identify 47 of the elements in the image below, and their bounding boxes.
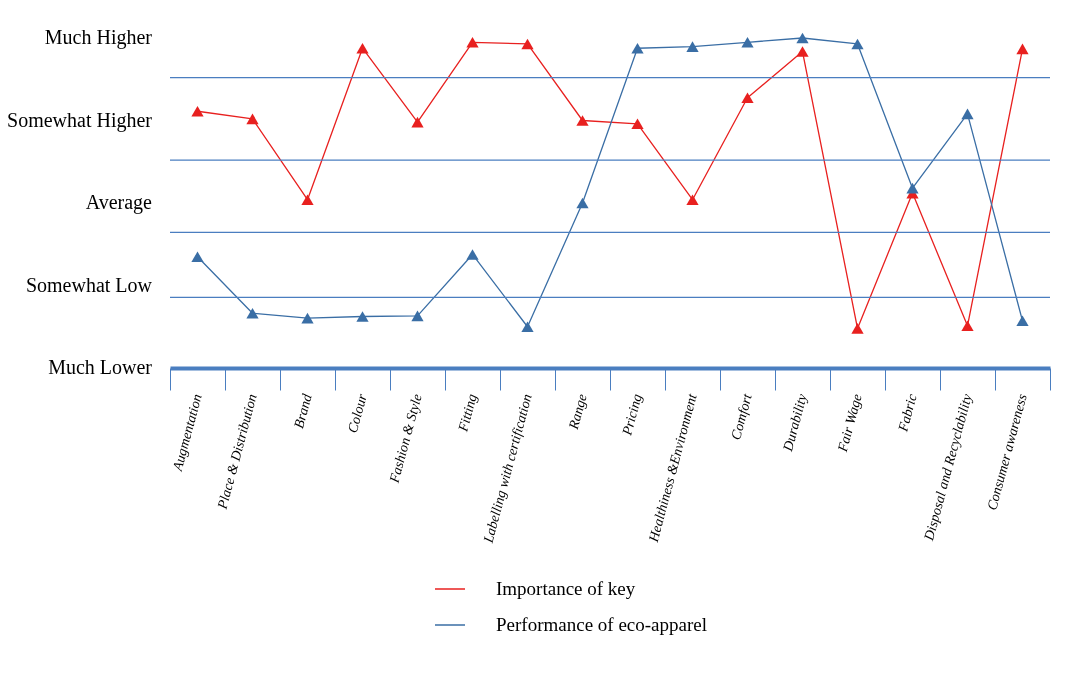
point [521,321,534,333]
point [906,182,919,194]
text: Somewhat Low [25,273,153,296]
point [686,194,699,205]
text: Much Higher [44,26,153,49]
x-tick-label: Range [565,392,590,432]
legend-label: Importance of key [496,578,636,599]
text: Somewhat Higher [7,108,153,132]
point [631,42,644,54]
point [356,311,369,322]
point [521,38,534,50]
point [741,36,754,48]
x-tick-label: Consumer awareness [984,391,1030,512]
point [411,116,424,128]
x-tick-label: Brand [291,391,316,431]
x-tick-label: Comfort [728,391,756,442]
text: Much Lower [48,356,153,378]
point [246,307,259,319]
x-tick-label: Fair Wage [834,392,865,455]
point [356,42,369,54]
point [961,320,974,332]
point [576,115,589,126]
point [1016,43,1029,55]
point [466,36,479,48]
point [191,251,204,263]
x-tick-label: Fashion & Style [386,392,425,486]
point [1016,315,1029,327]
point [631,118,644,130]
point [246,113,259,125]
point [191,105,204,117]
x-tick-label: Colour [345,391,370,435]
point [796,46,809,57]
point [576,197,589,209]
point [741,92,754,104]
point [796,32,809,44]
point [411,310,424,322]
x-tick-label: Fabric [895,391,920,435]
point [301,194,314,205]
point [851,38,864,50]
point [466,249,479,260]
legend-label: Performance of eco-apparel [496,614,707,635]
point [851,323,864,334]
x-tick-label: Pricing [619,392,645,438]
point [686,41,699,52]
text: Average [85,191,153,214]
point [961,108,974,120]
x-tick-label: Fitting [455,392,480,435]
